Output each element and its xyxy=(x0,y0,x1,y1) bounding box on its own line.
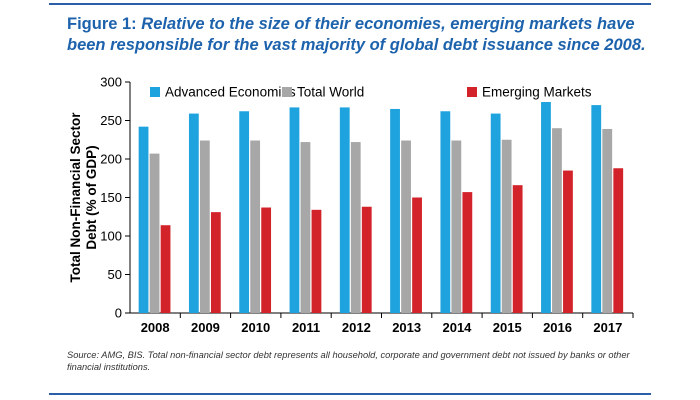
bar-total-world-2013 xyxy=(401,140,411,313)
x-tick-label: 2009 xyxy=(191,320,220,335)
bar-advanced-economies-2017 xyxy=(591,105,602,313)
bar-advanced-economies-2011 xyxy=(289,107,300,313)
bar-total-world-2012 xyxy=(350,142,361,313)
bar-total-world-2011 xyxy=(300,142,311,313)
bar-total-world-2010 xyxy=(250,140,261,313)
y-tick-label: 300 xyxy=(100,75,122,90)
bar-emerging-markets-2012 xyxy=(361,206,372,313)
y-tick-label: 150 xyxy=(100,190,122,205)
bar-total-world-2009 xyxy=(199,140,210,313)
bar-emerging-markets-2009 xyxy=(210,212,221,313)
y-tick-label: 250 xyxy=(100,113,122,128)
bar-advanced-economies-2015 xyxy=(490,113,501,313)
y-tick-label: 200 xyxy=(100,152,122,167)
x-tick-label: 2011 xyxy=(292,320,320,335)
legend-label-total-world: Total World xyxy=(297,85,364,100)
bar-total-world-2017 xyxy=(602,128,613,313)
source-note: Source: AMG, BIS. Total non-financial se… xyxy=(67,350,630,372)
bar-emerging-markets-2015 xyxy=(512,185,523,313)
figure-title-text: Relative to the size of their economies,… xyxy=(67,15,646,54)
x-tick-label: 2015 xyxy=(493,320,522,335)
x-tick-label: 2010 xyxy=(241,320,270,335)
y-tick-label: 50 xyxy=(108,267,122,282)
bar-emerging-markets-2016 xyxy=(563,170,573,313)
x-tick-label: 2017 xyxy=(593,320,622,335)
figure-label: Figure 1: xyxy=(67,15,137,33)
figure-title: Figure 1: Relative to the size of their … xyxy=(67,14,647,56)
bar-advanced-economies-2012 xyxy=(339,107,350,313)
bar-advanced-economies-2014 xyxy=(440,111,451,313)
y-tick-label: 100 xyxy=(100,229,122,244)
bar-total-world-2008 xyxy=(149,153,160,313)
bar-emerging-markets-2011 xyxy=(311,209,322,313)
x-tick-label: 2008 xyxy=(141,320,170,335)
y-axis-title-line-2: Debt (% of GDP) xyxy=(84,145,99,249)
bar-advanced-economies-2013 xyxy=(390,108,400,313)
legend-swatch-advanced-economies xyxy=(150,87,160,97)
bar-total-world-2015 xyxy=(501,139,512,313)
bar-advanced-economies-2016 xyxy=(541,102,551,314)
bar-emerging-markets-2017 xyxy=(613,168,624,313)
bar-advanced-economies-2010 xyxy=(239,111,250,313)
bar-emerging-markets-2014 xyxy=(462,192,473,313)
y-axis-title-line-1: Total Non-Financial Sector xyxy=(68,112,83,283)
bar-emerging-markets-2013 xyxy=(412,197,422,313)
x-tick-label: 2014 xyxy=(442,320,472,335)
legend-swatch-emerging-markets xyxy=(467,87,477,97)
bar-advanced-economies-2008 xyxy=(138,126,149,313)
x-tick-label: 2016 xyxy=(543,320,572,335)
legend-swatch-total-world xyxy=(282,87,292,97)
bar-total-world-2016 xyxy=(552,128,562,313)
legend-label-emerging-markets: Emerging Markets xyxy=(482,85,592,100)
y-tick-label: 0 xyxy=(115,306,122,321)
x-tick-label: 2012 xyxy=(342,320,371,335)
bar-advanced-economies-2009 xyxy=(188,113,199,313)
x-tick-label: 2013 xyxy=(392,320,421,335)
bar-emerging-markets-2010 xyxy=(261,207,272,313)
bar-emerging-markets-2008 xyxy=(160,225,171,313)
bar-total-world-2014 xyxy=(451,140,462,313)
legend-label-advanced-economies: Advanced Economies xyxy=(165,85,296,100)
